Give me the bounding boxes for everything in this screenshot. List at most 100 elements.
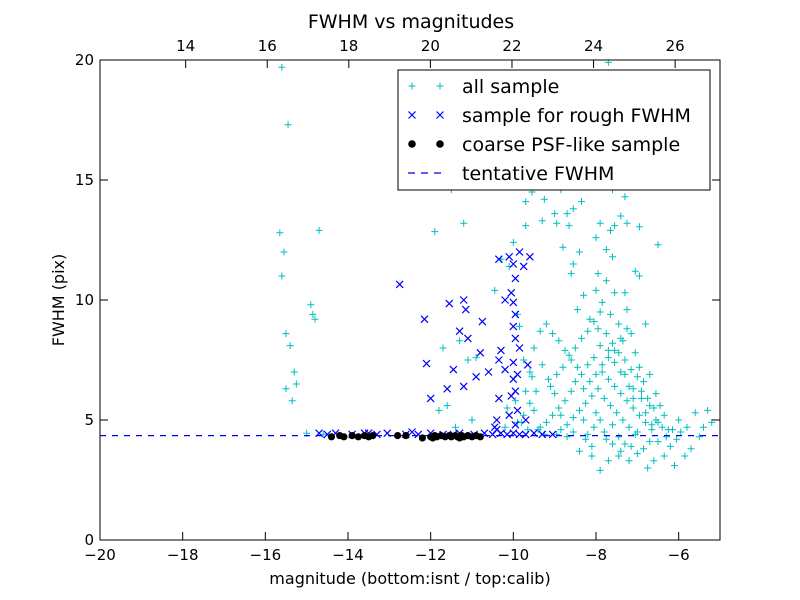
all-sample-point: [623, 325, 631, 333]
all-sample-point: [623, 219, 631, 227]
all-sample-point: [617, 447, 625, 455]
rough-sample-point: [472, 372, 481, 381]
rough-sample-point: [455, 327, 464, 336]
rough-sample-point: [501, 296, 509, 304]
all-sample-point: [586, 378, 594, 386]
rough-sample-point: [478, 317, 487, 326]
rough-sample-point: [548, 430, 557, 439]
all-sample-point: [584, 361, 592, 369]
all-sample-point: [431, 228, 439, 236]
all-sample-point: [278, 272, 286, 280]
all-sample-point: [609, 440, 617, 448]
psf-sample-point: [402, 432, 410, 440]
all-sample-point: [596, 416, 604, 424]
all-sample-point: [522, 222, 530, 230]
all-sample-point: [596, 466, 604, 474]
all-sample-point: [627, 442, 635, 450]
legend-label: sample for rough FWHM: [462, 105, 691, 127]
all-sample-point: [582, 435, 590, 443]
all-sample-point: [604, 457, 612, 465]
all-sample-point: [602, 246, 610, 254]
all-sample-point: [555, 337, 563, 345]
psf-sample-point: [476, 433, 484, 441]
all-sample-point: [625, 423, 633, 431]
all-sample-point: [588, 392, 596, 400]
all-sample-point: [557, 426, 565, 434]
all-sample-point: [551, 210, 559, 218]
all-sample-point: [586, 315, 594, 323]
all-sample-point: [654, 241, 662, 249]
all-sample-point: [460, 219, 468, 227]
top-x-tick-label: 16: [258, 37, 277, 55]
all-sample-point: [637, 387, 645, 395]
all-sample-point: [282, 385, 290, 393]
rough-sample-point: [426, 394, 435, 403]
psf-sample-point: [369, 432, 377, 440]
psf-sample-point: [327, 433, 336, 441]
all-sample-point: [604, 354, 612, 362]
all-sample-point: [617, 212, 625, 220]
all-sample-point: [699, 423, 707, 431]
all-sample-point: [629, 385, 637, 393]
legend-marker-dot: [436, 140, 444, 148]
all-sample-point: [561, 346, 569, 354]
x-tick-label: −12: [415, 546, 447, 564]
all-sample-point: [646, 402, 654, 410]
rough-sample-point: [519, 262, 528, 271]
top-x-tick-label: 24: [584, 37, 603, 55]
all-sample-point: [604, 346, 612, 354]
all-sample-point: [530, 344, 538, 352]
all-sample-point: [654, 418, 662, 426]
all-sample-point: [644, 464, 652, 472]
all-sample-point: [646, 370, 654, 378]
legend-item: tentative FWHM: [408, 163, 614, 185]
all-sample-point: [627, 366, 635, 374]
rough-sample-point: [523, 360, 532, 369]
all-sample-point: [516, 322, 524, 330]
all-sample-point: [635, 363, 643, 371]
legend-item: all sample: [408, 76, 559, 98]
all-sample-point: [609, 339, 617, 347]
y-tick-label: 20: [75, 51, 94, 69]
all-sample-point: [538, 361, 546, 369]
all-sample-point: [584, 327, 592, 335]
all-sample-point: [588, 442, 596, 450]
all-sample-point: [590, 318, 598, 326]
all-sample-point: [600, 394, 608, 402]
all-sample-point: [542, 418, 550, 426]
top-x-tick-label: 14: [176, 37, 195, 55]
all-sample-point: [691, 409, 699, 417]
all-sample-point: [456, 337, 464, 345]
all-sample-point: [615, 433, 623, 441]
all-sample-point: [621, 193, 629, 201]
all-sample-point: [606, 402, 614, 410]
axis-ticks: −20 −18 −16 −14 −12 −10 −8 −6 14 16 18 20 22 24 26 0 5 10…: [75, 37, 720, 564]
rough-sample-point: [463, 334, 472, 343]
all-sample-point: [559, 243, 567, 251]
all-sample-point: [635, 411, 643, 419]
all-sample-point: [695, 433, 703, 441]
y-axis-label: FWHM (pix): [49, 254, 68, 347]
legend-marker-x: [436, 111, 444, 119]
all-sample-point: [617, 368, 625, 376]
all-sample-point: [625, 457, 633, 465]
all-sample-point: [635, 223, 643, 231]
rough-sample-point: [459, 382, 468, 391]
all-sample-point: [609, 421, 617, 429]
top-x-tick-label: 26: [666, 37, 685, 55]
all-sample-point: [598, 298, 606, 306]
rough-sample-point: [513, 406, 522, 415]
all-sample-point: [677, 428, 685, 436]
all-sample-point: [278, 63, 286, 71]
all-sample-point: [602, 435, 610, 443]
rough-sample-point: [408, 428, 416, 436]
rough-sample-point: [511, 334, 520, 343]
all-sample-point: [567, 270, 575, 278]
all-sample-point: [578, 198, 586, 206]
all-sample-point: [592, 370, 600, 378]
all-sample-point: [627, 330, 635, 338]
rough-sample-point: [497, 346, 505, 355]
all-sample-point: [569, 428, 577, 436]
all-sample-point: [563, 210, 571, 218]
rough-sample-point: [494, 255, 503, 264]
